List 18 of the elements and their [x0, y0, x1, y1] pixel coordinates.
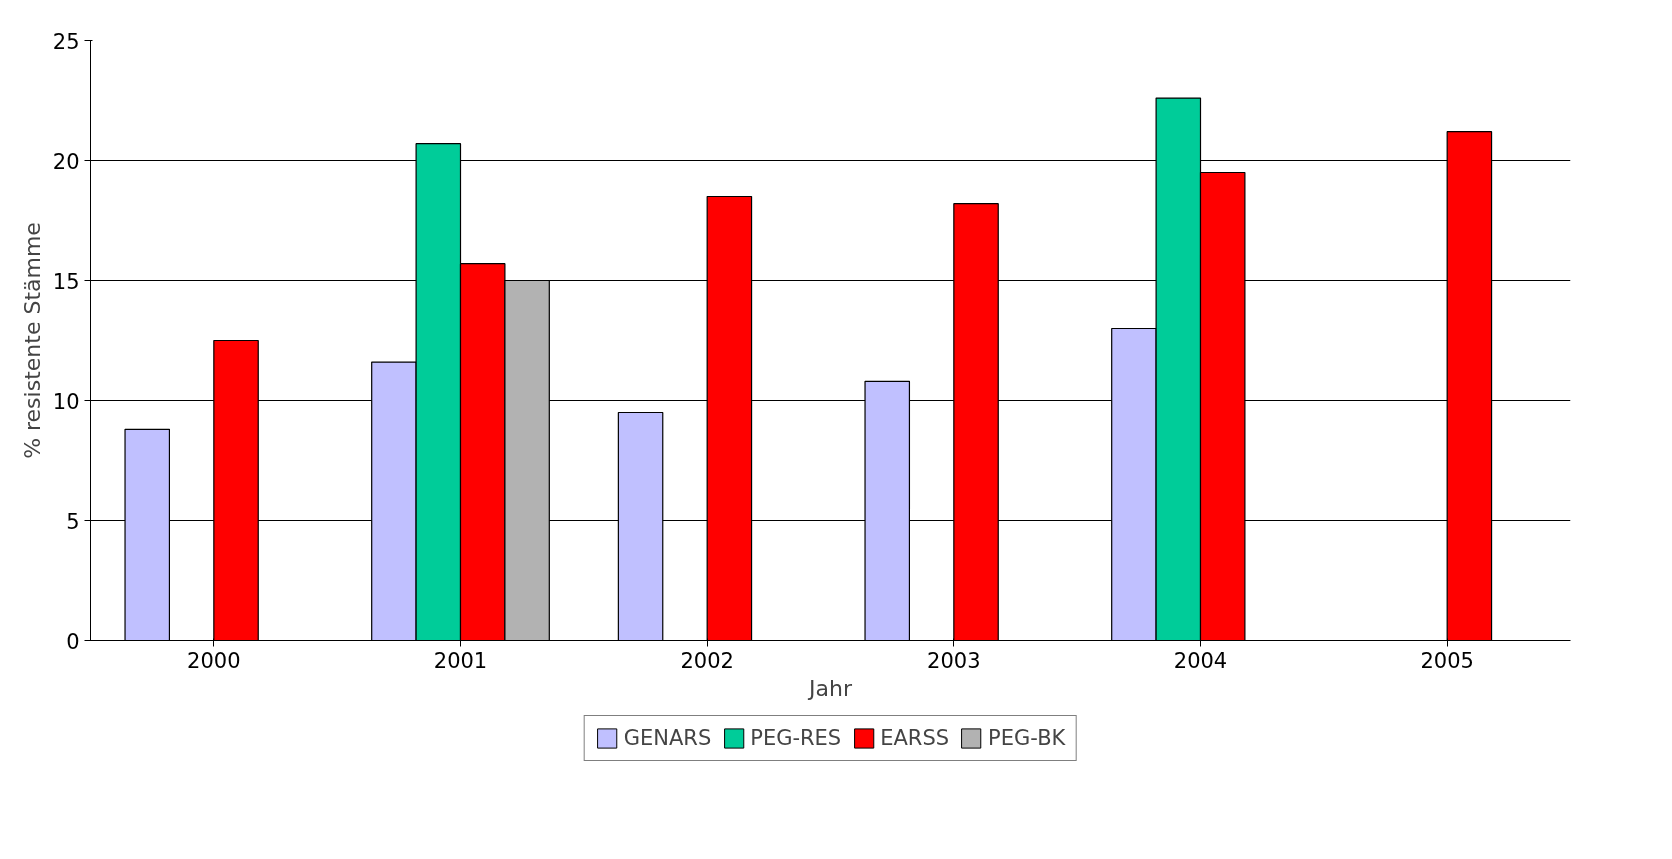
x-tick-label: 2004 — [1173, 648, 1228, 673]
x-tick-label: 2002 — [680, 648, 734, 673]
x-axis-title: Jahr — [807, 675, 853, 701]
y-tick-label: 20 — [52, 149, 80, 174]
y-tick-label: 25 — [52, 29, 80, 54]
y-tick-label: 0 — [66, 629, 80, 654]
x-tick-label: 2000 — [187, 648, 241, 673]
legend-label: EARSS — [880, 726, 950, 750]
x-tick-label: 2001 — [433, 648, 488, 673]
legend-label: GENARS — [623, 726, 712, 750]
legend-label: PEG-BK — [988, 726, 1066, 750]
x-tick-label: 2005 — [1420, 648, 1474, 673]
y-tick-label: 10 — [52, 389, 80, 414]
legend-label: PEG-RES — [750, 726, 842, 750]
y-tick-label: 5 — [66, 509, 80, 534]
y-axis-title: % resistente Stämme — [19, 222, 45, 459]
x-tick-label: 2003 — [927, 648, 981, 673]
y-tick-label: 15 — [52, 269, 80, 294]
